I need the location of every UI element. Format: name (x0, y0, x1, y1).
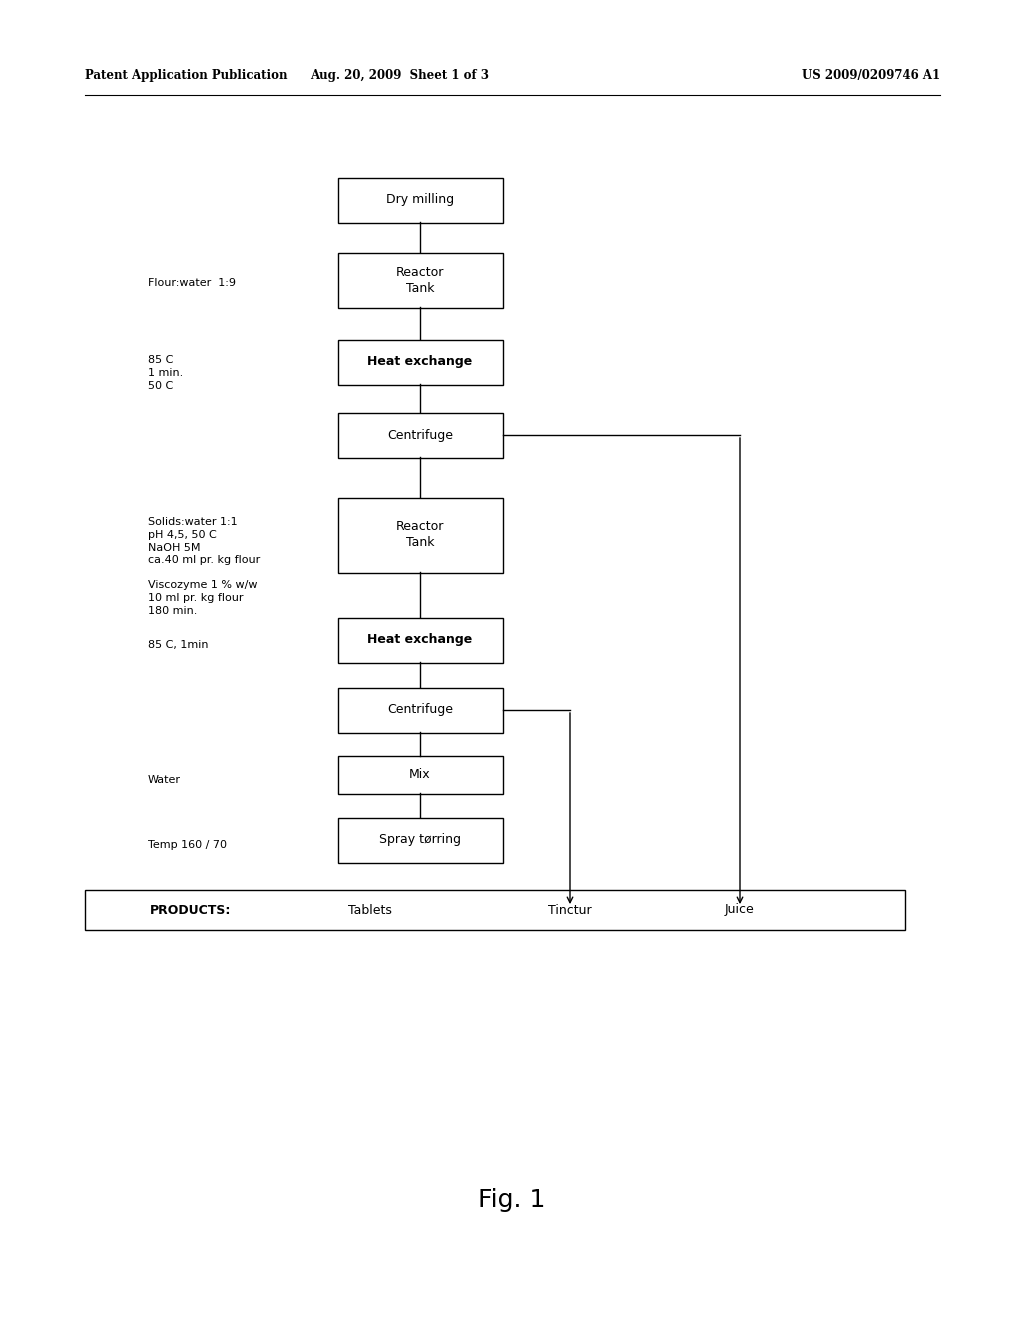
Bar (338, 252, 503, 308)
Text: Reactor
Tank: Reactor Tank (396, 520, 444, 549)
Text: Heat exchange: Heat exchange (368, 634, 473, 647)
Text: Juice: Juice (725, 903, 755, 916)
Text: Dry milling: Dry milling (386, 194, 454, 206)
Text: Tablets: Tablets (348, 903, 392, 916)
Text: Patent Application Publication: Patent Application Publication (85, 69, 288, 82)
Bar (338, 817, 503, 862)
Bar (338, 412, 503, 458)
Text: Solids:water 1:1
pH 4,5, 50 C
NaOH 5M
ca.40 ml pr. kg flour: Solids:water 1:1 pH 4,5, 50 C NaOH 5M ca… (148, 517, 260, 565)
Bar (338, 618, 503, 663)
Bar (338, 339, 503, 384)
Text: Aug. 20, 2009  Sheet 1 of 3: Aug. 20, 2009 Sheet 1 of 3 (310, 69, 489, 82)
Text: Spray tørring: Spray tørring (379, 833, 461, 846)
Text: Centrifuge: Centrifuge (387, 429, 453, 441)
Text: US 2009/0209746 A1: US 2009/0209746 A1 (802, 69, 940, 82)
Text: Tinctur: Tinctur (548, 903, 592, 916)
Text: 85 C, 1min: 85 C, 1min (148, 640, 209, 649)
Bar (338, 688, 503, 733)
Text: Mix: Mix (410, 768, 431, 781)
Text: Heat exchange: Heat exchange (368, 355, 473, 368)
Text: Centrifuge: Centrifuge (387, 704, 453, 717)
Text: Flour:water  1:9: Flour:water 1:9 (148, 279, 236, 288)
Bar (338, 177, 503, 223)
Text: PRODUCTS:: PRODUCTS: (150, 903, 231, 916)
Bar (85, 890, 905, 931)
Text: Reactor
Tank: Reactor Tank (396, 265, 444, 294)
Text: 85 C
1 min.
50 C: 85 C 1 min. 50 C (148, 355, 183, 391)
Text: Temp 160 / 70: Temp 160 / 70 (148, 840, 227, 850)
Bar (338, 498, 503, 573)
Bar (338, 756, 503, 795)
Text: Fig. 1: Fig. 1 (478, 1188, 546, 1212)
Text: Viscozyme 1 % w/w
10 ml pr. kg flour
180 min.: Viscozyme 1 % w/w 10 ml pr. kg flour 180… (148, 579, 257, 615)
Text: Water: Water (148, 775, 181, 785)
